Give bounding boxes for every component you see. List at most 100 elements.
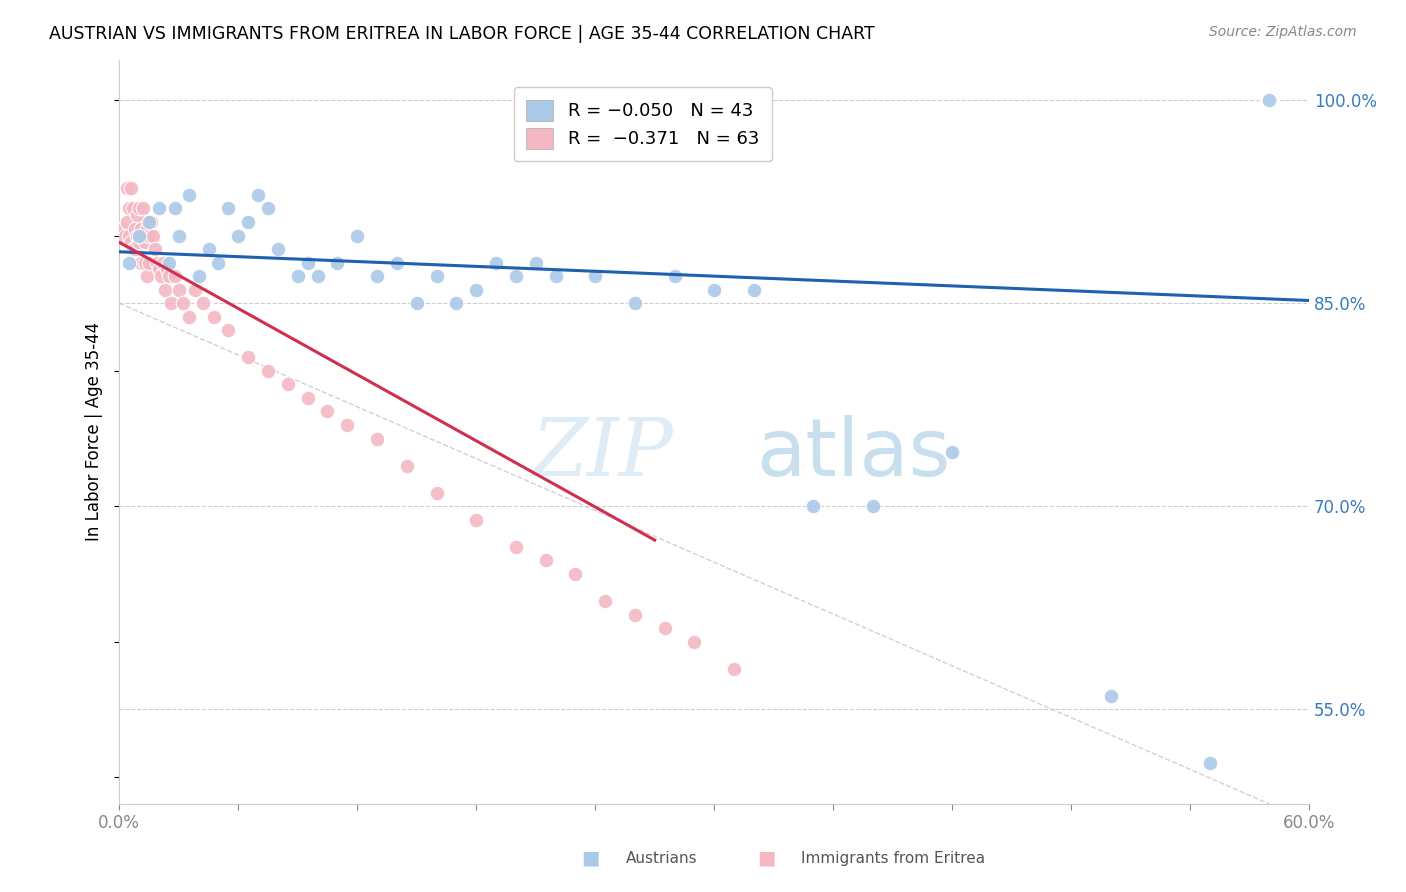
Point [142,228,165,243]
Point [544,269,567,284]
Point [226,228,249,243]
Point [112,221,135,235]
Point [238,351,260,365]
Point [118,202,141,216]
Point [307,269,329,284]
Point [564,566,586,581]
Point [425,485,447,500]
Point [134,235,156,250]
Point [267,242,290,256]
Text: AUSTRIAN VS IMMIGRANTS FROM ERITREA IN LABOR FORCE | AGE 35-44 CORRELATION CHART: AUSTRIAN VS IMMIGRANTS FROM ERITREA IN L… [49,25,875,43]
Point [277,377,299,392]
Point [366,432,388,446]
Point [593,594,616,608]
Point [191,296,214,310]
Point [132,202,155,216]
Point [129,221,152,235]
Point [128,202,150,216]
Point [129,255,152,269]
Point [287,269,309,284]
Point [148,262,170,277]
Point [624,296,647,310]
Point [385,255,408,269]
Point [152,255,174,269]
Point [149,269,172,284]
Text: ■: ■ [581,848,600,868]
Point [624,607,647,622]
Point [132,228,155,243]
Point [703,283,725,297]
Point [465,283,488,297]
Point [446,296,468,310]
Point [801,500,824,514]
Point [128,228,150,243]
Point [118,255,141,269]
Point [204,310,226,324]
Point [134,255,156,269]
Point [156,262,179,277]
Point [160,296,183,310]
Point [177,188,200,202]
Point [153,283,176,297]
Point [238,215,260,229]
Point [163,202,186,216]
Point [1199,756,1222,771]
Point [583,269,606,284]
Point [654,621,676,635]
Point [122,242,145,256]
Point [485,255,508,269]
Point [941,445,963,459]
Point [138,228,160,243]
Point [326,255,349,269]
Point [862,500,884,514]
Point [1099,689,1122,703]
Point [148,202,170,216]
Point [167,228,190,243]
Point [138,215,160,229]
Point [139,215,162,229]
Point [465,513,488,527]
Point [163,269,186,284]
Point [297,391,319,405]
Y-axis label: In Labor Force | Age 35-44: In Labor Force | Age 35-44 [86,322,103,541]
Point [257,202,280,216]
Point [128,235,150,250]
Text: Source: ZipAtlas.com: Source: ZipAtlas.com [1209,25,1357,39]
Point [297,255,319,269]
Point [197,242,219,256]
Point [524,255,547,269]
Point [505,269,527,284]
Point [366,269,388,284]
Point [217,323,239,337]
Point [683,634,706,648]
Point [146,255,169,269]
Point [395,458,418,473]
Text: Immigrants from Eritrea: Immigrants from Eritrea [801,851,986,865]
Point [124,221,146,235]
Point [172,296,194,310]
Point [157,255,180,269]
Point [346,228,368,243]
Point [127,228,149,243]
Point [177,310,200,324]
Point [120,181,142,195]
Point [664,269,686,284]
Point [136,269,159,284]
Point [505,540,527,554]
Text: ■: ■ [756,848,776,868]
Point [157,269,180,284]
Point [143,242,166,256]
Text: Austrians: Austrians [626,851,697,865]
Point [534,553,557,567]
Point [742,283,765,297]
Point [336,417,359,432]
Point [118,228,141,243]
Point [187,269,209,284]
Point [115,215,138,229]
Point [217,202,239,216]
Point [167,283,190,297]
Point [122,202,145,216]
Point [127,208,149,222]
Point [136,221,159,235]
Point [1258,93,1281,107]
